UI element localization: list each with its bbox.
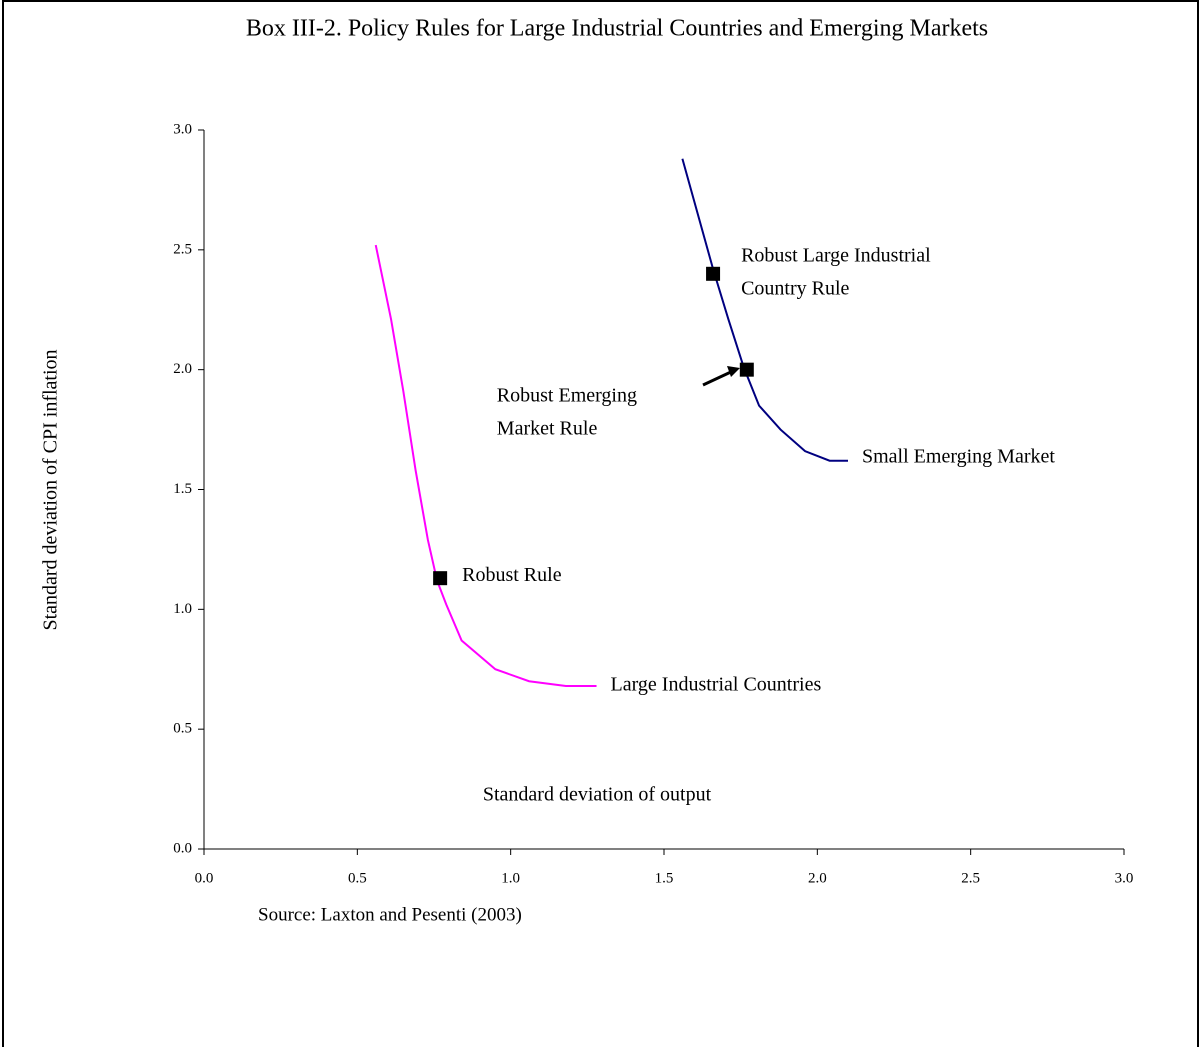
y-axis-label: Standard deviation of CPI inflation <box>40 349 62 630</box>
source-note: Source: Laxton and Pesenti (2003) <box>258 904 522 925</box>
x-tick-label: 1.0 <box>501 870 520 886</box>
y-tick-label: 1.0 <box>173 601 192 617</box>
point-label: Robust Emerging <box>497 384 637 406</box>
arrow <box>702 369 734 387</box>
x-tick-label: 0.0 <box>195 870 214 886</box>
x-tick-label: 1.5 <box>655 870 674 886</box>
y-tick-label: 3.0 <box>173 121 192 137</box>
x-tick-label: 3.0 <box>1115 870 1134 886</box>
y-tick-label: 0.0 <box>173 840 192 856</box>
x-tick-label: 2.0 <box>808 870 827 886</box>
point-label: Market Rule <box>497 417 598 439</box>
y-tick-label: 1.5 <box>173 481 192 497</box>
chart-title: Box III-2. Policy Rules for Large Indust… <box>246 16 988 42</box>
x-axis-label: Standard deviation of output <box>483 784 712 806</box>
rule-point <box>433 571 448 586</box>
rule-point <box>739 362 754 377</box>
x-tick-label: 0.5 <box>348 870 367 886</box>
series-line <box>374 244 597 688</box>
arrow-head <box>727 366 740 377</box>
y-tick-label: 0.5 <box>173 721 192 737</box>
point-label: Robust Large Industrial <box>741 244 931 266</box>
series-line <box>681 158 848 462</box>
series-label: Large Industrial Countries <box>611 674 822 696</box>
y-tick-label: 2.5 <box>173 241 192 257</box>
x-tick-label: 2.5 <box>961 870 980 886</box>
point-label: Robust Rule <box>462 564 562 586</box>
y-tick-label: 2.0 <box>173 361 192 377</box>
point-label: Country Rule <box>741 277 849 299</box>
rule-point <box>706 266 721 281</box>
series-label: Small Emerging Market <box>862 445 1055 467</box>
